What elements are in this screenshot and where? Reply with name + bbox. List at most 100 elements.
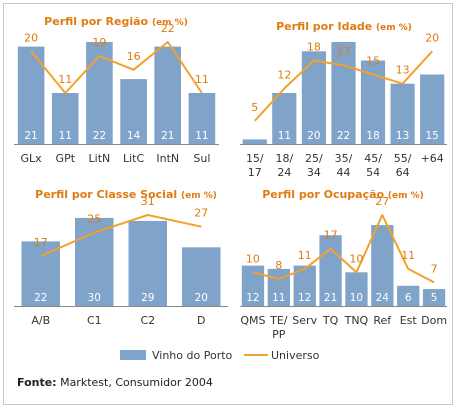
chart1-bar-label: 21 [161,130,174,142]
chart3-line-label: 25 [87,213,101,226]
chart1-bar-label: 21 [24,130,37,142]
chart2-bar-label: 11 [278,130,291,142]
chart4-category-label: TQ [322,314,339,327]
chart2-bar [242,139,267,144]
chart4-bar-label: 5 [431,292,438,304]
chart2-bar [420,74,445,144]
chart2-line-label: 12 [277,68,291,81]
chart4-category-label: PP [272,328,286,341]
chart3-bar-label: 30 [88,292,101,304]
chart2-category-label: 15/ [246,152,264,165]
chart4-category-label: QMS [240,314,265,327]
chart2-line-label: 20 [425,31,439,44]
chart1-line-label: 20 [24,31,38,44]
chart2-bar-label: 13 [396,130,409,142]
chart2-bar-label: 18 [366,130,379,142]
chart3-bar-label: 20 [195,292,208,304]
chart4-bar [397,285,420,306]
chart2-bar-label: 20 [307,130,320,142]
chart4-bar-label: 24 [376,292,390,304]
chart1-line-label: 11 [58,73,72,86]
chart1-category-label: IntN [156,152,179,165]
chart4-bar-label: 12 [298,292,311,304]
chart3-category-label: A/B [31,314,50,327]
chart2-category-label: 24 [277,166,291,179]
chart2-category-label: 44 [337,166,351,179]
chart1-category-label: Sul [193,152,210,165]
chart1-title: Perfil por Região (em %) [44,15,188,28]
chart2-line-label: 13 [396,64,410,77]
chart1-bar-label: 11 [195,130,208,142]
chart4-category-label: Dom [421,314,447,327]
chart4-line-label: 10 [349,252,363,265]
chart1-bar [188,93,216,144]
chart4-bar-label: 10 [350,292,363,304]
chart4-bar [371,225,394,306]
legend-line-label: Universo [271,349,320,362]
source-note: Fonte: Marktest, Consumidor 2004 [17,376,213,389]
chart1-line-label: 16 [127,50,141,63]
chart4-bar [293,265,316,306]
chart4-line-label: 11 [401,249,415,262]
chart1-bar [154,46,181,144]
chart4-bar-label: 11 [272,292,285,304]
chart2-line-label: 5 [251,101,258,114]
chart2-line-label: 18 [307,41,321,54]
chart4-bar [422,289,446,306]
chart1-bar-label: 22 [93,130,106,142]
chart1-line-label: 11 [195,73,209,86]
chart2-category-label: 54 [366,166,380,179]
chart2-category-label: 64 [396,166,410,179]
chart1-bar [51,93,79,144]
chart4-line-label: 10 [246,252,260,265]
chart4-line-label: 27 [375,195,389,208]
chart4-category-label: TNQ [344,314,369,327]
chart2-line [254,50,433,122]
chart2-category-label: 18/ [276,152,294,165]
chart1-bar [120,79,147,144]
legend-bar-label: Vinho do Porto [152,349,233,362]
chart1-category-label: GLx [21,152,43,165]
source-text: Marktest, Consumidor 2004 [60,376,213,389]
chart3-bar [182,247,221,306]
chart3-bar-label: 22 [34,292,47,304]
chart4-line-label: 8 [275,259,282,272]
chart2-bar-label: 15 [426,130,439,142]
chart1-line [30,41,203,94]
chart4-category-label: Ref [373,314,392,327]
chart-frame [3,3,453,405]
chart2-bar-label: 22 [337,130,350,142]
chart3-line [40,214,202,258]
chart4-bar-label: 6 [405,292,412,304]
chart3-line-label: 17 [34,236,48,249]
chart2-category-label: 25/ [305,152,323,165]
chart3-title: Perfil por Classe Social (em %) [35,188,217,201]
chart4-category-label: Est [400,314,418,327]
chart1-category-label: LitN [89,152,111,165]
chart4-line-label: 11 [298,249,312,262]
chart2-bar [272,93,297,144]
chart2-category-label: 35/ [335,152,353,165]
chart1-line-label: 22 [161,22,175,35]
chart4-category-label: Serv [292,314,317,327]
chart2-line-label: 15 [366,55,380,68]
chart4-bar [241,265,265,306]
chart4-line-label: 17 [324,229,338,242]
chart3-category-label: C1 [87,314,102,327]
chart4-line-label: 7 [431,262,438,275]
chart1-bar-label: 14 [127,130,141,142]
chart3-line-label: 31 [141,195,155,208]
chart4-bar [345,272,368,306]
chart2-line-label: 17 [337,45,351,58]
legend-bar-swatch [120,350,146,360]
chart2-category-label: 55/ [394,152,412,165]
chart2-category-label: +64 [421,152,444,165]
chart3-category-label: C2 [140,314,155,327]
chart2-bar [390,83,415,144]
chart1-line-label: 19 [92,36,106,49]
chart3-category-label: D [197,314,205,327]
chart3-bar [21,241,60,306]
chart1-category-label: GPt [56,152,76,165]
chart3-bar [128,220,167,306]
